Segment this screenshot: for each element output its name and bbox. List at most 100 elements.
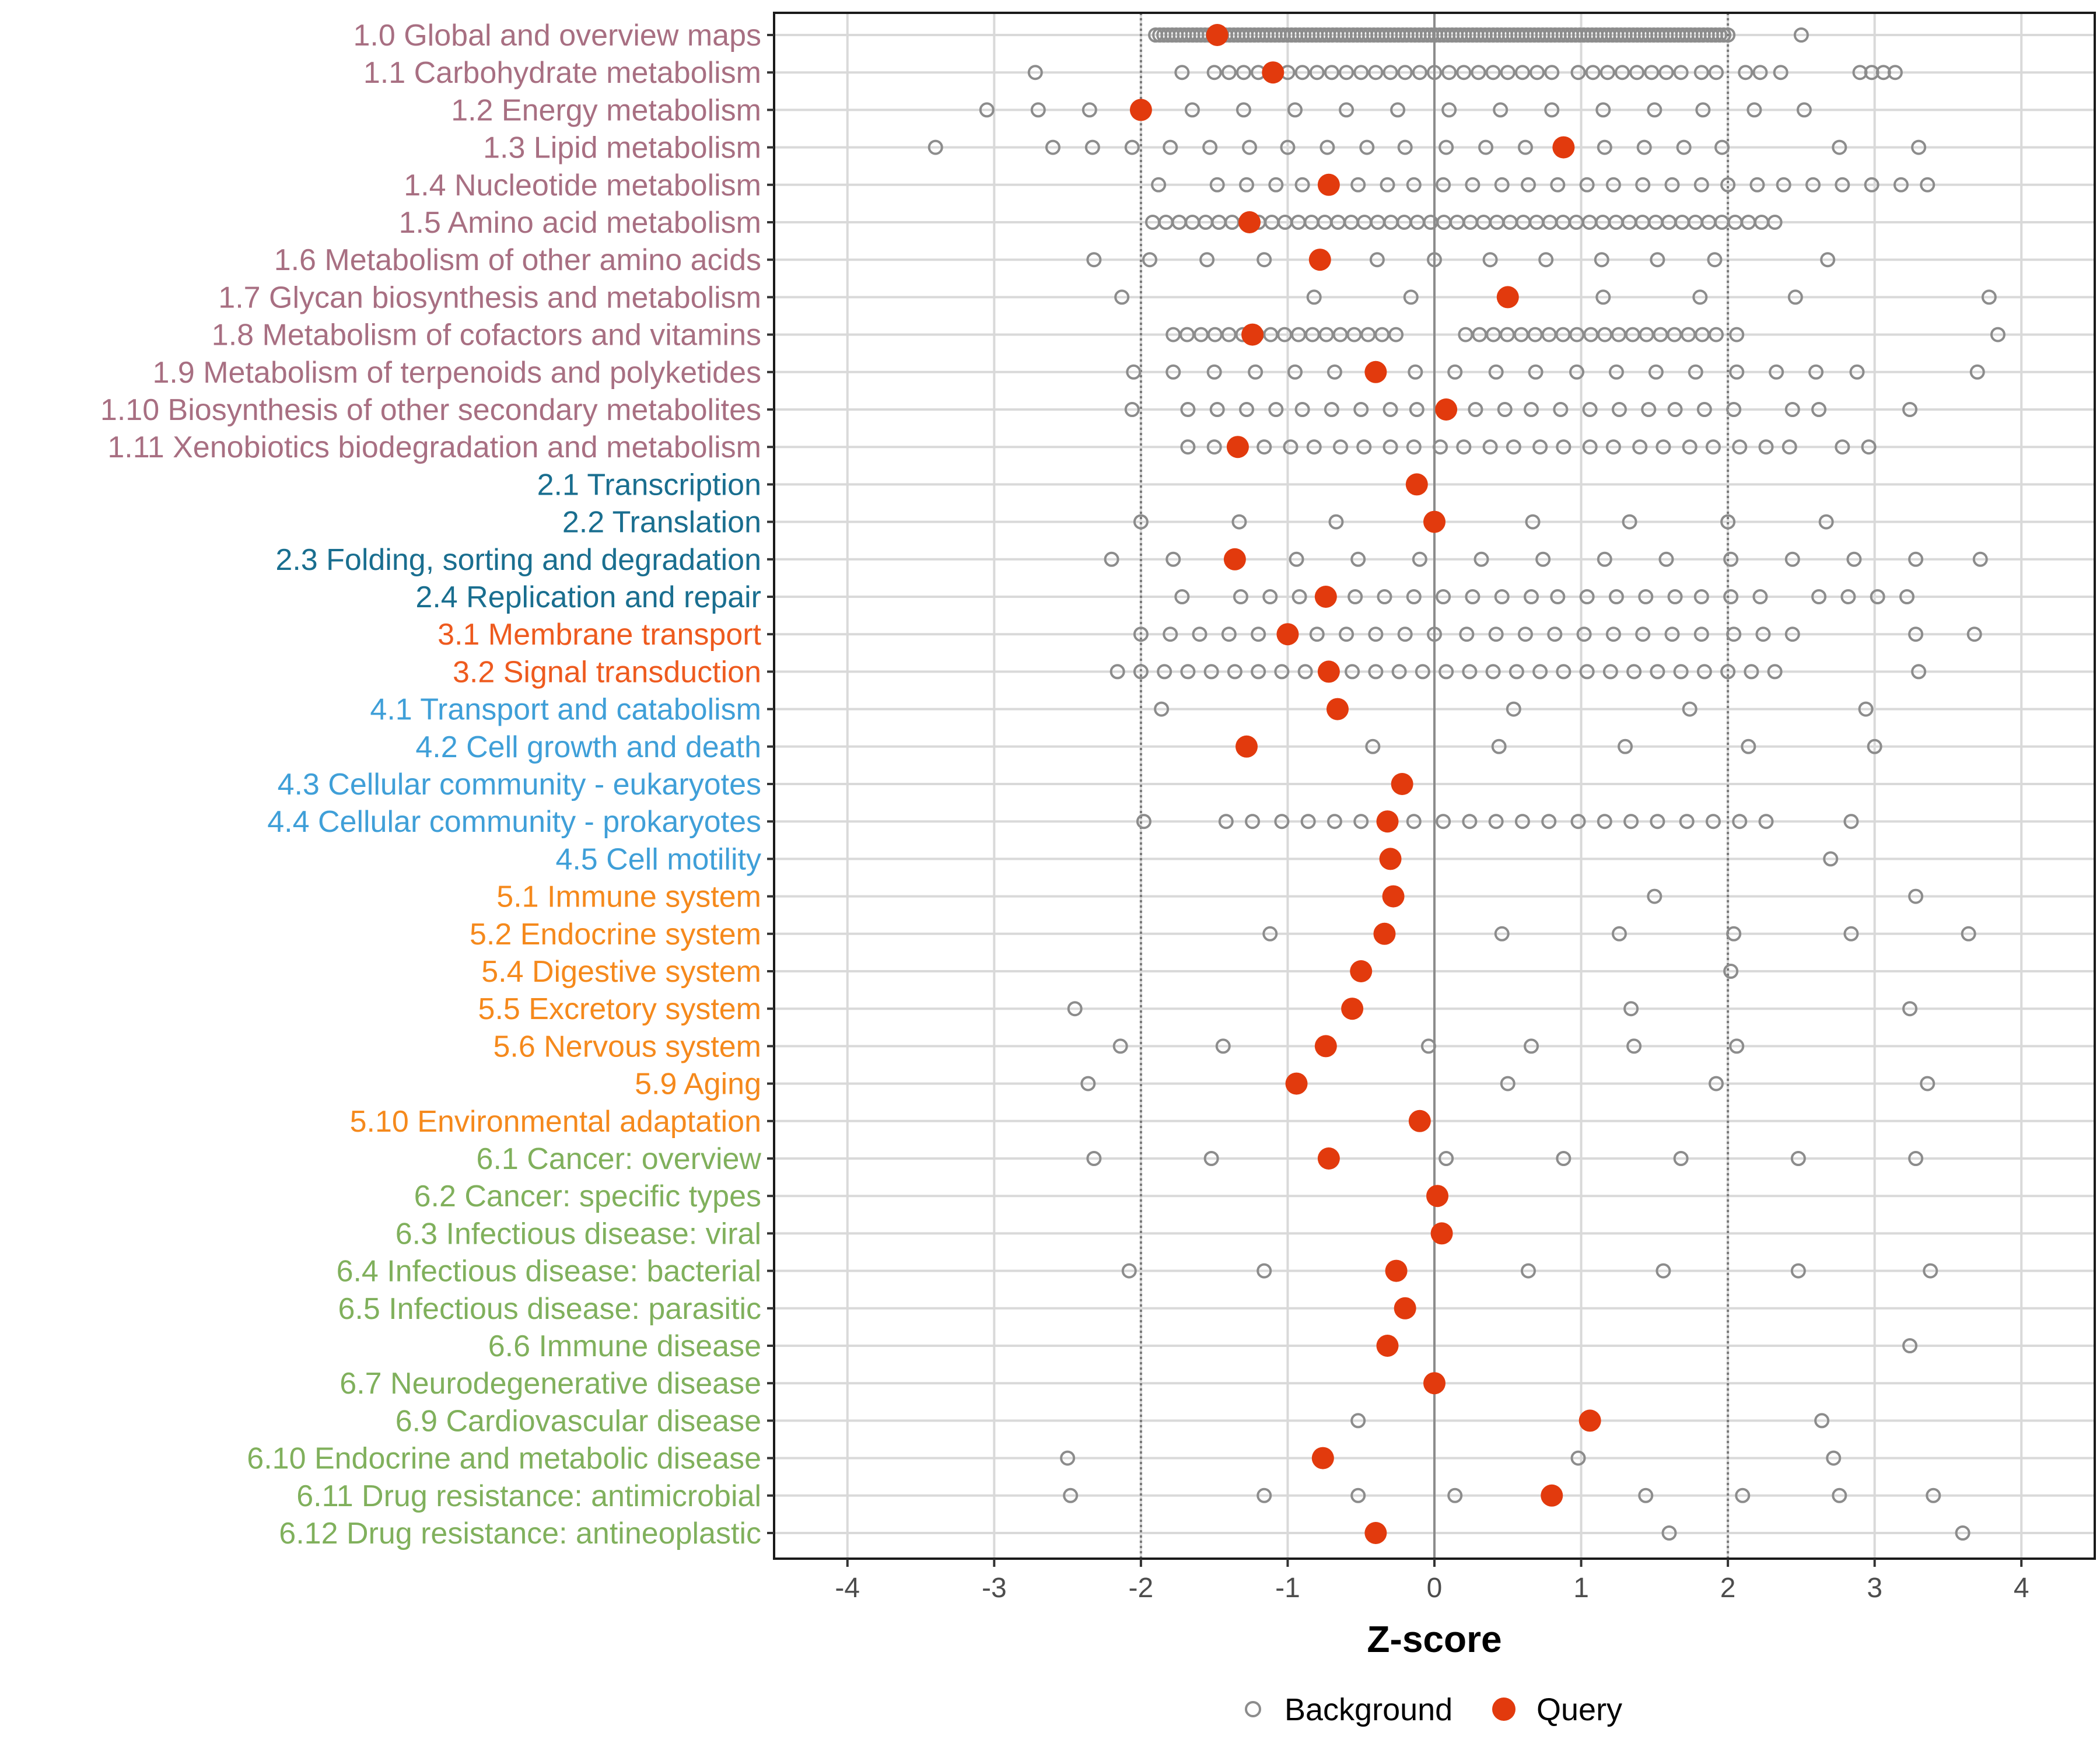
legend-query-label: Query: [1536, 1692, 1622, 1727]
query-point: [1391, 773, 1413, 795]
category-label: 6.4 Infectious disease: bacterial: [337, 1255, 761, 1289]
background-point: [1784, 551, 1800, 567]
background-point: [1738, 65, 1754, 80]
background-point: [1390, 102, 1406, 118]
background-point: [1482, 439, 1498, 455]
background-point: [1406, 439, 1422, 455]
background-point: [1206, 439, 1222, 455]
background-point: [1530, 65, 1545, 80]
x-tick-label: 3: [1867, 1573, 1882, 1604]
background-point: [1784, 626, 1800, 642]
background-point: [1086, 252, 1102, 268]
background-point: [1597, 551, 1612, 567]
background-point: [1506, 701, 1521, 717]
query-point: [1423, 510, 1446, 533]
background-point: [1787, 289, 1803, 305]
background-point: [1227, 664, 1242, 680]
background-point: [1397, 65, 1413, 80]
category-labels: 1.0 Global and overview maps 1.1 Carbohyd…: [100, 19, 762, 1550]
background-point: [1608, 589, 1624, 604]
background-point: [1528, 364, 1544, 380]
background-point: [1755, 626, 1771, 642]
background-point: [1406, 177, 1422, 192]
category-label: 6.2 Cancer: specific types: [414, 1180, 761, 1213]
query-point: [1426, 1185, 1449, 1208]
background-point: [1133, 626, 1149, 642]
background-point: [1251, 626, 1266, 642]
category-label: 6.10 Endocrine and metabolic disease: [247, 1442, 761, 1476]
background-point: [1471, 65, 1486, 80]
category-label: 5.9 Aging: [635, 1068, 761, 1101]
background-point: [1708, 65, 1724, 80]
background-point: [1538, 252, 1554, 268]
background-point: [1287, 102, 1303, 118]
background-point: [1667, 589, 1683, 604]
background-point: [1474, 551, 1489, 567]
background-point: [1664, 177, 1680, 192]
background-point: [1926, 1488, 1941, 1503]
background-point: [1658, 65, 1674, 80]
background-point: [1582, 439, 1598, 455]
background-point: [1570, 65, 1586, 80]
query-point: [1435, 398, 1458, 421]
background-point: [1626, 1038, 1642, 1054]
background-point: [1438, 1151, 1454, 1166]
category-label: 1.9 Metabolism of terpenoids and polyket…: [152, 356, 761, 390]
query-point: [1496, 286, 1519, 309]
background-point: [1027, 65, 1043, 80]
background-point: [1377, 589, 1392, 604]
background-point: [1203, 664, 1219, 680]
background-point: [1524, 402, 1539, 417]
background-point: [1525, 514, 1541, 530]
query-point: [1376, 810, 1399, 833]
background-point: [1248, 364, 1264, 380]
query-point: [1276, 623, 1299, 646]
background-point: [1692, 289, 1708, 305]
background-point: [1283, 439, 1298, 455]
background-point: [1126, 364, 1142, 380]
background-point: [1309, 65, 1325, 80]
background-point: [1693, 65, 1709, 80]
background-point: [1427, 626, 1442, 642]
background-point: [1602, 664, 1618, 680]
background-point: [1415, 664, 1430, 680]
background-point: [1520, 177, 1536, 192]
background-point: [1287, 364, 1303, 380]
background-point: [1436, 814, 1451, 830]
background-point: [1436, 589, 1451, 604]
background-point: [1729, 364, 1745, 380]
background-point: [1902, 1001, 1918, 1017]
background-point: [1679, 814, 1695, 830]
background-point: [1251, 664, 1266, 680]
background-point: [1221, 626, 1237, 642]
category-label: 6.12 Drug resistance: antineoplastic: [279, 1517, 761, 1550]
query-point: [1314, 1035, 1337, 1058]
query-point: [1285, 1072, 1308, 1095]
background-point: [1556, 439, 1572, 455]
category-label: 2.3 Folding, sorting and degradation: [275, 543, 761, 577]
background-point: [1708, 327, 1724, 342]
background-point: [1133, 514, 1149, 530]
background-point: [1488, 364, 1504, 380]
background-point: [1553, 402, 1569, 417]
background-point: [1626, 664, 1642, 680]
background-point: [1231, 514, 1247, 530]
background-point: [1239, 177, 1255, 192]
query-point: [1578, 1409, 1601, 1432]
background-point: [1110, 664, 1125, 680]
category-label: 6.7 Neurodegenerative disease: [340, 1367, 761, 1401]
background-point: [1716, 27, 1732, 43]
background-point: [1579, 589, 1595, 604]
background-point: [1456, 439, 1472, 455]
query-point: [1314, 586, 1337, 608]
background-point: [1517, 139, 1533, 155]
background-point: [1151, 177, 1167, 192]
x-tick-label: -1: [1275, 1573, 1300, 1604]
background-point: [1981, 289, 1997, 305]
background-point: [1647, 102, 1662, 118]
legend: Background Query: [1245, 1692, 1622, 1727]
background-point: [1729, 1038, 1745, 1054]
background-point: [1408, 364, 1423, 380]
category-label: 5.6 Nervous system: [494, 1030, 762, 1063]
background-point: [1163, 139, 1178, 155]
